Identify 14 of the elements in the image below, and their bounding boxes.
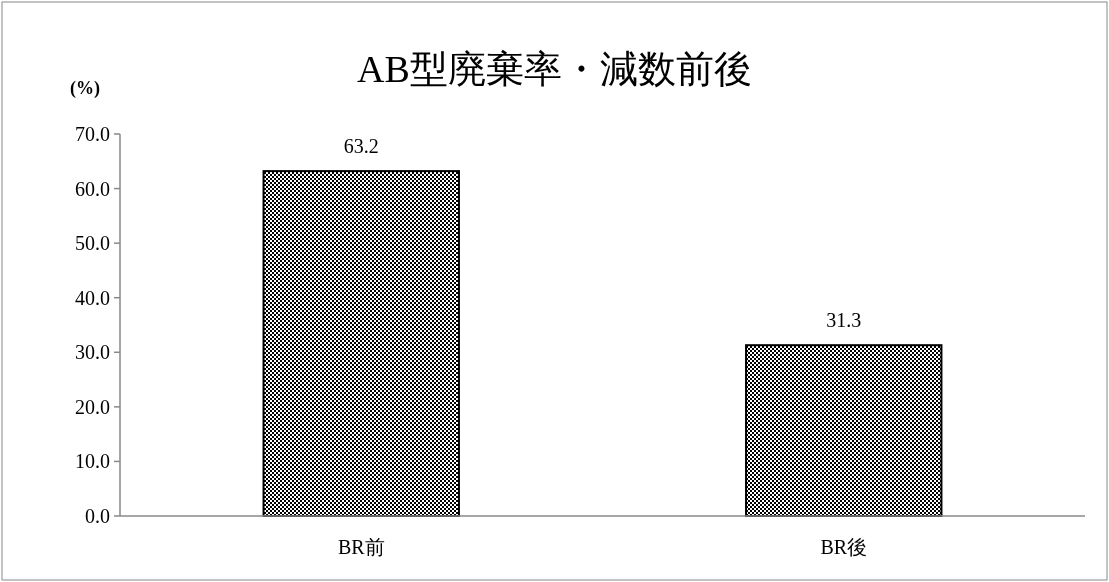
y-tick-label: 50.0 bbox=[75, 232, 110, 255]
y-axis-title: (%) bbox=[70, 78, 100, 99]
y-tick-label: 60.0 bbox=[75, 177, 110, 200]
y-tick-label: 0.0 bbox=[85, 505, 110, 527]
chart-title: AB型廃棄率・減数前後 bbox=[357, 48, 752, 90]
data-label: 63.2 bbox=[343, 135, 379, 158]
x-tick-label: BR後 bbox=[820, 536, 868, 558]
y-tick-label: 20.0 bbox=[75, 395, 110, 418]
y-tick-label: 70.0 bbox=[75, 123, 110, 145]
y-tick-label: 10.0 bbox=[75, 450, 110, 473]
data-label: 31.3 bbox=[826, 309, 862, 332]
x-tick-label: BR前 bbox=[337, 536, 385, 558]
y-tick-label: 40.0 bbox=[75, 286, 110, 309]
y-tick-label: 30.0 bbox=[75, 341, 110, 364]
